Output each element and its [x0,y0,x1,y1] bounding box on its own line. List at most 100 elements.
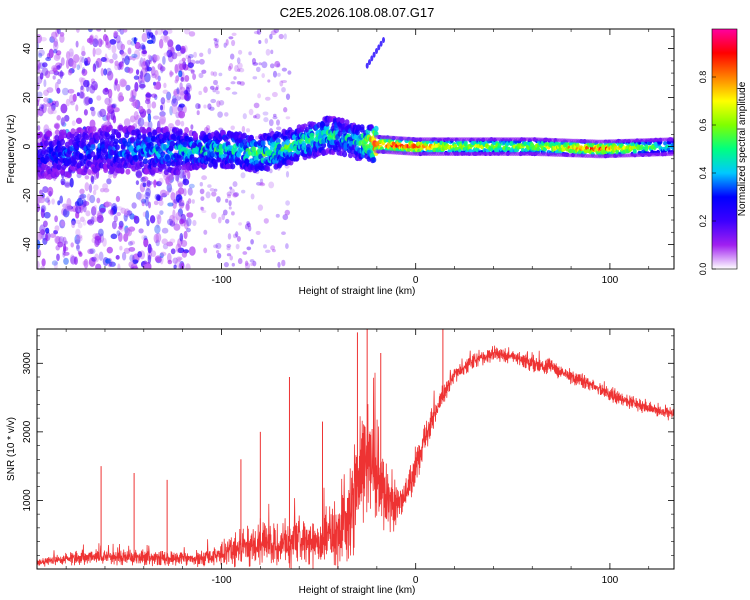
spectrogram-cell [129,254,135,262]
spectrogram-cell [211,212,217,220]
spectrogram-cell [182,61,187,70]
spectrogram-cell [37,64,40,71]
spectrogram-cell [94,60,100,69]
spectrogram-cell [176,164,182,171]
spectrogram-cell [105,57,110,63]
colorbar-label: Normalized spectral amplitude [737,81,748,216]
spectrogram-cell [171,98,179,107]
spectrogram-cell [115,195,121,203]
spectrogram-cell [154,224,161,234]
spectrogram-cell [154,69,159,80]
spectrogram-cell [203,229,208,235]
spectrogram-cell [175,243,182,253]
spectrogram-cell [156,219,160,229]
spectrogram-cell [190,124,194,130]
spectrogram-cell [50,109,57,115]
colorbar-tick-label: 0.2 [698,215,708,228]
spectrogram-cell [55,169,61,176]
spectrogram-cell [184,127,190,134]
spectrogram-cell [138,105,144,113]
spectrogram-cell [140,48,148,57]
spectrogram-cell [75,117,83,124]
spectrogram-cell [90,216,95,225]
spectrogram-cell [273,113,277,117]
spectrogram-cell [255,113,261,120]
spectrogram-cell [57,78,62,85]
x-tick-label: 0 [413,275,419,286]
spectrogram-cell [47,106,54,115]
spectrogram-cell [276,119,280,126]
spectrogram-cell [379,40,383,47]
spectrogram-cell [48,70,56,75]
spectrogram-cell [163,34,169,43]
spectrogram-cell [111,44,117,54]
spectrogram-cell [78,91,85,99]
spectrogram-cell [221,213,226,221]
spectrogram-cell [82,201,90,206]
spectrogram-cell [306,143,311,150]
spectrogram-cell [158,199,164,206]
spectrogram-cell [359,124,365,131]
spectrogram-cell [77,222,83,229]
spectrogram-cell [171,104,178,115]
spectrogram-cell [225,218,230,224]
spectrogram-cell [253,30,260,35]
spectrogram-cell [109,39,117,45]
spectrogram-cell [272,115,278,120]
spectrogram-cell [135,69,140,75]
spectrogram-cell [165,179,172,186]
spectrogram-cell [116,157,122,164]
spectrogram-cell [53,261,58,269]
spectrogram-cell [134,114,142,125]
spectrogram-cell [283,107,288,113]
spectrogram-cell [176,87,180,95]
spectrogram-cell [175,169,181,176]
spectrogram-cell [263,244,267,249]
spectrogram-cell [165,191,170,196]
spectrogram-cell [76,244,80,250]
spectrogram-cell [153,84,161,90]
spectrogram-cell [180,47,186,55]
spectrogram-cell [127,241,134,246]
spectrogram-cell [154,255,162,263]
spectrogram-cell [52,75,56,80]
spectrogram-cell [40,265,45,269]
x-tick-label: 100 [602,275,619,286]
spectrogram-cell [281,87,286,93]
spectrogram-cell [203,247,208,254]
spectrogram-cell [216,196,221,203]
spectrogram-cell [39,224,46,235]
spectrogram-cell [113,30,118,37]
spectrogram-cell [368,59,371,66]
spectrogram-cell [200,196,205,201]
spectrogram-cell [141,128,147,135]
spectrogram-cell [53,37,58,48]
spectrogram-cell [125,84,131,91]
spectrogram-cell [97,38,103,48]
spectrogram-cell [188,183,195,189]
spectrogram-cell [180,120,185,127]
spectrogram-cell [40,36,47,42]
spectrogram-cell [54,134,60,141]
spectrogram-cell [47,130,53,137]
spectrogram-cell [373,125,379,132]
spectrogram-cell [72,93,77,102]
spectrogram-cell [83,57,89,67]
spectrogram-cell [179,218,185,225]
spectrogram-cell [285,170,290,178]
spectrogram-cell [125,168,131,175]
spectrogram-cell [59,195,64,204]
spectrogram-cell [185,54,189,60]
spectrogram-cell [114,79,118,86]
spectrogram-cell [227,65,232,72]
spectrogram-cell [215,90,220,95]
spectrogram-cell [51,103,56,111]
spectrogram-cell [375,48,378,54]
spectrogram-frame [36,28,675,270]
spectrogram-cell [193,132,198,139]
spectrogram-cell [162,89,169,94]
spectrogram-cell [168,145,174,152]
spectrogram-cell [95,263,102,269]
spectrogram-cell [111,220,117,230]
spectrogram-cell [84,182,90,192]
